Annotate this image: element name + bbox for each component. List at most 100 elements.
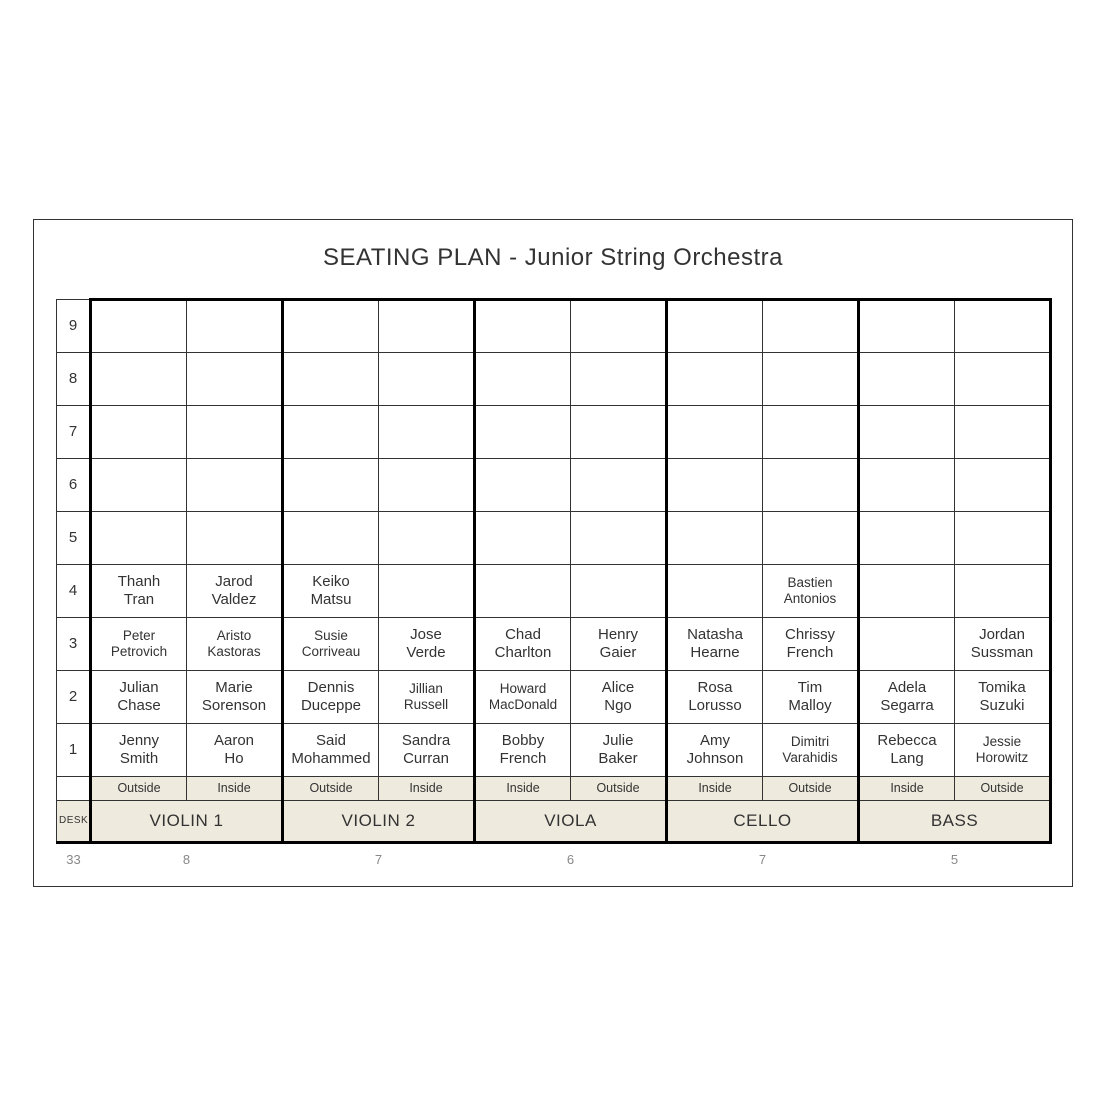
seat-cell [859, 300, 955, 353]
seat-cell [187, 353, 283, 406]
seat-cell: JarodValdez [187, 565, 283, 618]
seat-cell [475, 459, 571, 512]
seat-cell [379, 406, 475, 459]
seat-cell [571, 353, 667, 406]
seat-cell [571, 512, 667, 565]
seat-cell: JennySmith [91, 724, 187, 777]
position-cell: Inside [859, 777, 955, 801]
row-number: 5 [57, 512, 91, 565]
section-count: 8 [91, 843, 283, 872]
seat-cell [667, 353, 763, 406]
seat-cell [859, 459, 955, 512]
seat-cell [955, 300, 1051, 353]
row-number: 8 [57, 353, 91, 406]
seat-cell [955, 353, 1051, 406]
seat-cell: SaidMohammed [283, 724, 379, 777]
seat-row: 2JulianChaseMarieSorensonDennisDuceppeJi… [57, 671, 1051, 724]
seat-cell: ThanhTran [91, 565, 187, 618]
seat-cell [859, 406, 955, 459]
seat-cell [667, 300, 763, 353]
seat-cell: DennisDuceppe [283, 671, 379, 724]
seat-cell: SusieCorriveau [283, 618, 379, 671]
section-row: DESKVIOLIN 1VIOLIN 2VIOLACELLOBASS [57, 801, 1051, 843]
section-count: 7 [667, 843, 859, 872]
seat-cell: JoseVerde [379, 618, 475, 671]
seat-cell [763, 406, 859, 459]
row-number: 6 [57, 459, 91, 512]
seat-cell [283, 512, 379, 565]
seat-cell [571, 565, 667, 618]
seat-cell [283, 300, 379, 353]
seat-cell [91, 353, 187, 406]
seat-cell [379, 512, 475, 565]
position-cell: Inside [667, 777, 763, 801]
seat-cell: ChrissyFrench [763, 618, 859, 671]
section-cell: VIOLIN 1 [91, 801, 283, 843]
page-title: SEATING PLAN - Junior String Orchestra [56, 244, 1050, 272]
seat-row: 8 [57, 353, 1051, 406]
seat-cell [859, 512, 955, 565]
seat-cell [379, 353, 475, 406]
seat-cell: TomikaSuzuki [955, 671, 1051, 724]
seat-row: 4ThanhTranJarodValdezKeikoMatsu BastienAn… [57, 565, 1051, 618]
counts-total: 33 [57, 843, 91, 872]
seat-cell [187, 512, 283, 565]
seat-cell: RosaLorusso [667, 671, 763, 724]
position-cell: Inside [187, 777, 283, 801]
seat-cell [859, 618, 955, 671]
seat-row: 3PeterPetrovichAristoKastorasSusieCorriv… [57, 618, 1051, 671]
seat-cell: AaronHo [187, 724, 283, 777]
seat-cell: BobbyFrench [475, 724, 571, 777]
position-cell: Outside [955, 777, 1051, 801]
seat-cell [187, 459, 283, 512]
position-cell: Outside [91, 777, 187, 801]
section-count: 7 [283, 843, 475, 872]
section-count: 6 [475, 843, 667, 872]
seat-cell [91, 300, 187, 353]
position-row-label [57, 777, 91, 801]
seat-row: 5 [57, 512, 1051, 565]
seat-cell [91, 512, 187, 565]
seat-cell [475, 300, 571, 353]
seat-cell: JulianChase [91, 671, 187, 724]
position-cell: Outside [571, 777, 667, 801]
seat-cell: JordanSussman [955, 618, 1051, 671]
seat-cell [667, 406, 763, 459]
seat-cell [763, 512, 859, 565]
seat-cell [91, 406, 187, 459]
seat-cell [859, 353, 955, 406]
row-number: 4 [57, 565, 91, 618]
seat-cell [571, 300, 667, 353]
row-number: 7 [57, 406, 91, 459]
seat-row: 1JennySmithAaronHoSaidMohammedSandraCurr… [57, 724, 1051, 777]
position-row: OutsideInsideOutsideInsideInsideOutsideI… [57, 777, 1051, 801]
section-cell: CELLO [667, 801, 859, 843]
seat-cell: TimMalloy [763, 671, 859, 724]
seat-cell [859, 565, 955, 618]
seat-cell [91, 459, 187, 512]
seat-cell [667, 459, 763, 512]
seat-cell [379, 459, 475, 512]
desk-label: DESK [57, 801, 91, 843]
seat-cell: AliceNgo [571, 671, 667, 724]
seat-cell: JessieHorowitz [955, 724, 1051, 777]
seat-cell [187, 300, 283, 353]
position-cell: Outside [283, 777, 379, 801]
seat-cell: JillianRussell [379, 671, 475, 724]
seating-plan-frame: SEATING PLAN - Junior String Orchestra 9… [33, 219, 1073, 887]
seat-cell [571, 406, 667, 459]
seat-cell: HenryGaier [571, 618, 667, 671]
section-count: 5 [859, 843, 1051, 872]
section-cell: BASS [859, 801, 1051, 843]
seat-cell [475, 565, 571, 618]
seat-cell [379, 300, 475, 353]
seat-cell [475, 406, 571, 459]
seat-cell: ChadCharlton [475, 618, 571, 671]
seat-row: 6 [57, 459, 1051, 512]
seat-cell: BastienAntonios [763, 565, 859, 618]
seat-cell [283, 353, 379, 406]
seat-cell: RebeccaLang [859, 724, 955, 777]
seat-cell: KeikoMatsu [283, 565, 379, 618]
seat-row: 9 [57, 300, 1051, 353]
seat-cell: PeterPetrovich [91, 618, 187, 671]
